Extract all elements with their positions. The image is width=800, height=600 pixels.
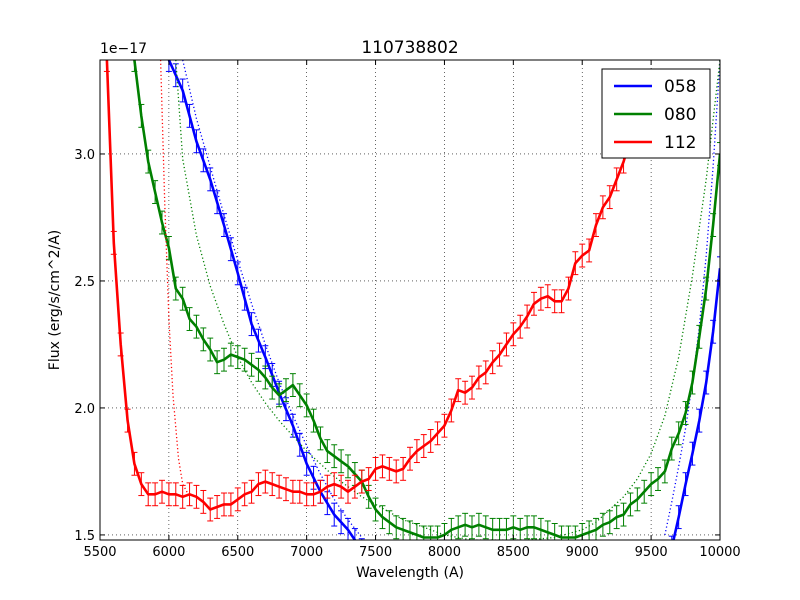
axis-ticks: 5500 6000 6500 7000 7500 8000 8500 9000 9500 1000… xyxy=(74,60,741,560)
y-tick-label: 2.0 xyxy=(74,402,95,417)
legend-label-112: 112 xyxy=(664,133,696,153)
plot-area xyxy=(103,60,720,540)
y-tick-label: 3.0 xyxy=(74,148,95,163)
legend-label-080: 080 xyxy=(664,105,696,125)
x-tick-label: 10000 xyxy=(699,545,740,560)
x-tick-label: 8500 xyxy=(497,545,530,560)
plot-frame xyxy=(99,59,721,541)
data-line-112 xyxy=(105,60,653,511)
legend: 058 080 112 xyxy=(601,68,711,159)
data-line-080 xyxy=(133,60,720,539)
x-tick-label: 9500 xyxy=(635,545,668,560)
y-tick-label: 1.5 xyxy=(74,529,95,544)
model-curve-112 xyxy=(159,60,191,498)
chart-title: 110738802 xyxy=(361,38,458,58)
x-tick-label: 7000 xyxy=(290,545,323,560)
model-curve-058 xyxy=(182,60,363,538)
y-axis-label: Flux (erg/s/cm^2/A) xyxy=(47,230,63,370)
data-line-058 xyxy=(672,268,720,540)
x-tick-label: 8000 xyxy=(428,545,461,560)
x-tick-label: 7500 xyxy=(359,545,392,560)
y-axis-offset-label: 1e−17 xyxy=(100,41,147,57)
x-tick-label: 9000 xyxy=(566,545,599,560)
x-tick-label: 5500 xyxy=(83,545,116,560)
model-curve-080 xyxy=(175,60,720,540)
x-tick-label: 6500 xyxy=(221,545,254,560)
x-tick-label: 6000 xyxy=(152,545,185,560)
series-080 xyxy=(131,60,720,540)
x-axis-label: Wavelength (A) xyxy=(356,565,464,581)
series-112 xyxy=(103,60,655,522)
y-tick-label: 2.5 xyxy=(74,275,95,290)
legend-label-058: 058 xyxy=(664,77,696,97)
data-line-058 xyxy=(167,60,357,540)
